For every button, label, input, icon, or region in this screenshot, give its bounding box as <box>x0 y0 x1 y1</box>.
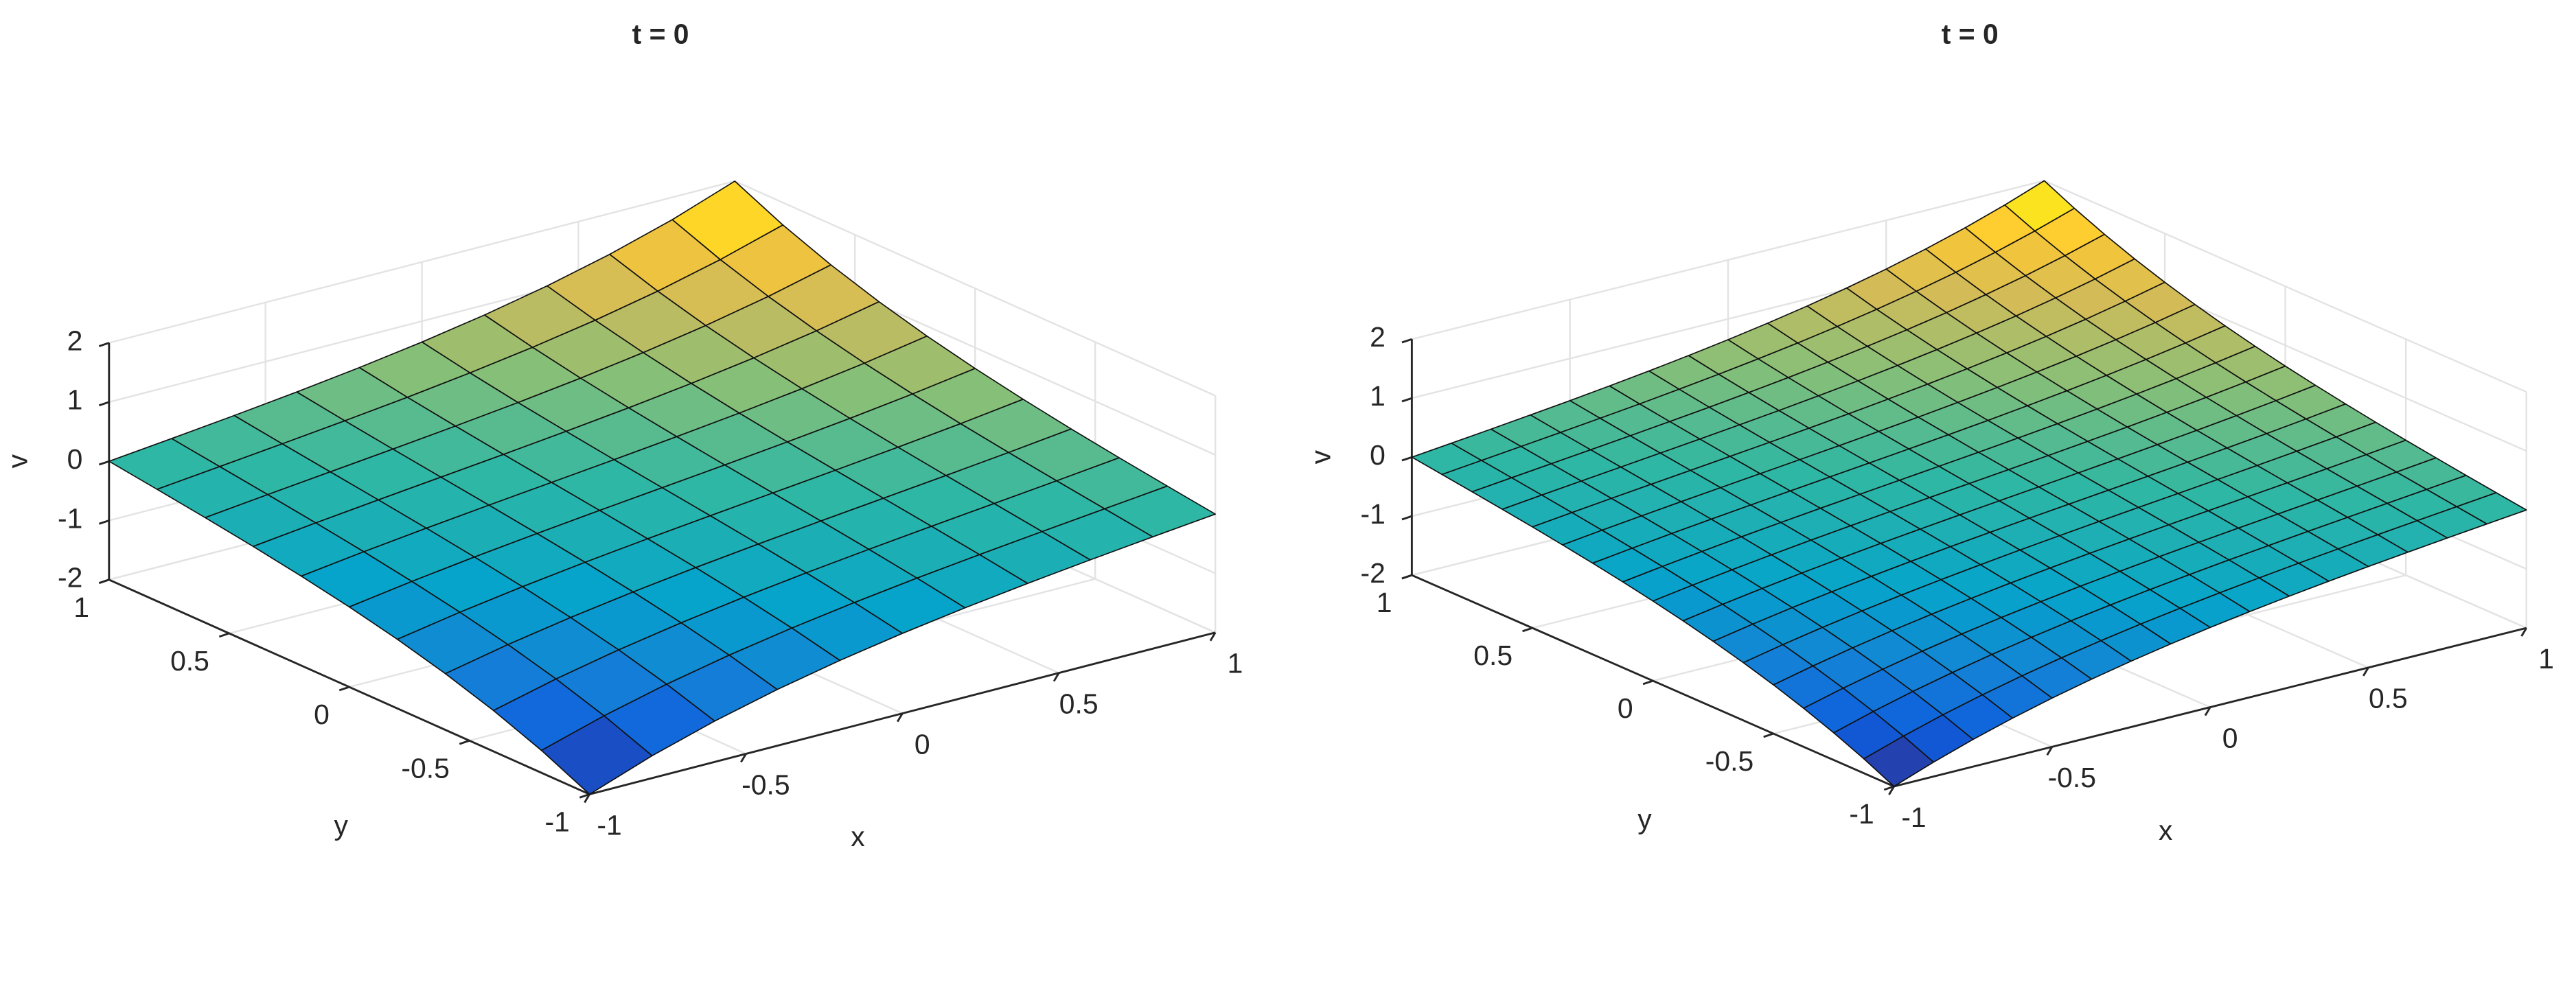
x-tick-label: 1 <box>2538 643 2554 675</box>
y-tick-label: 0.5 <box>170 645 209 677</box>
y-tick-label: 0 <box>314 699 330 730</box>
surface-patch <box>540 715 653 795</box>
x-axis-label: x <box>2159 815 2172 846</box>
grid-line <box>108 180 735 344</box>
y-tick <box>218 632 230 638</box>
x-tick <box>2046 746 2054 756</box>
z-tick <box>98 342 110 347</box>
z-tick-label: -2 <box>1361 557 1385 589</box>
z-tick <box>1401 574 1412 580</box>
x-tick-label: 0 <box>915 728 930 760</box>
z-tick-label: 2 <box>67 325 83 356</box>
y-tick-label: -1 <box>544 806 569 838</box>
x-tick <box>2204 706 2211 716</box>
x-tick-label: -1 <box>1901 802 1926 833</box>
x-tick-label: -0.5 <box>741 769 790 800</box>
x-tick <box>1053 672 1060 682</box>
x-tick-label: -1 <box>597 809 621 841</box>
y-tick-label: -1 <box>1849 798 1874 830</box>
z-tick-label: -1 <box>58 502 82 534</box>
z-tick <box>1401 515 1412 521</box>
z-tick <box>98 519 110 525</box>
x-tick <box>1209 631 1217 642</box>
x-tick-label: -0.5 <box>2048 762 2096 793</box>
z-tick <box>1401 338 1412 344</box>
z-tick-label: 0 <box>1370 439 1385 471</box>
y-tick-label: 0.5 <box>1473 640 1513 671</box>
x-tick <box>1888 786 1895 795</box>
x-tick <box>2520 627 2528 637</box>
y-tick <box>1763 732 1774 738</box>
z-tick <box>1401 456 1412 462</box>
z-tick <box>1401 397 1412 403</box>
z-axis-label: v <box>1304 449 1336 464</box>
y-tick-label: 1 <box>1377 587 1392 618</box>
z-tick <box>98 460 110 466</box>
y-tick <box>579 793 590 799</box>
z-tick <box>98 578 110 584</box>
x-tick <box>584 793 590 804</box>
y-tick <box>338 686 350 692</box>
z-tick-label: -1 <box>1361 498 1385 530</box>
x-tick-label: 0.5 <box>1059 688 1099 720</box>
chart-title: t = 0 <box>632 19 689 50</box>
z-tick-label: 1 <box>67 384 83 416</box>
z-tick-label: 1 <box>1370 380 1385 412</box>
y-axis-label: y <box>1637 803 1652 834</box>
x-tick <box>2362 667 2369 677</box>
grid-line <box>1412 180 2045 340</box>
y-tick <box>1642 679 1653 686</box>
z-tick-label: 2 <box>1370 321 1385 353</box>
x-axis-label: x <box>851 821 864 852</box>
z-tick <box>98 401 110 407</box>
x-tick-label: 0.5 <box>2369 683 2408 714</box>
x-tick <box>896 712 904 723</box>
x-tick-label: 1 <box>1228 648 1243 679</box>
y-tick <box>1522 627 1533 633</box>
y-tick-label: -0.5 <box>401 752 449 784</box>
x-tick-label: 0 <box>2222 722 2238 753</box>
surface <box>1411 180 2527 787</box>
z-axis-label: v <box>2 454 34 468</box>
x-tick <box>740 753 747 763</box>
y-tick-label: 1 <box>73 592 89 623</box>
grid-line <box>2044 180 2527 393</box>
surface-patch <box>1863 735 1935 787</box>
y-tick <box>459 739 470 745</box>
y-axis-line <box>1411 574 1895 788</box>
y-tick <box>1883 785 1895 791</box>
grid-line <box>734 180 1216 397</box>
chart-title: t = 0 <box>1942 19 1999 50</box>
y-axis-label: y <box>334 809 348 841</box>
y-tick-label: -0.5 <box>1705 745 1753 777</box>
y-tick-label: 0 <box>1618 692 1633 724</box>
z-tick-label: 0 <box>67 443 83 475</box>
surface <box>108 180 1217 795</box>
z-tick-label: -2 <box>58 562 82 594</box>
